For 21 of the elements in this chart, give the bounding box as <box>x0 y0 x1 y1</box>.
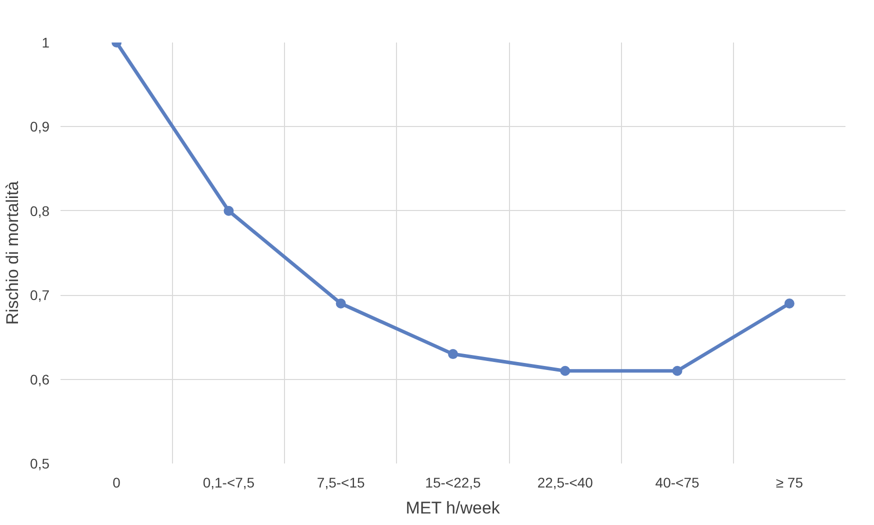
point <box>224 206 234 216</box>
y-tick-label: 0,9 <box>30 118 50 135</box>
x-tick-label: 0 <box>112 474 121 490</box>
x-tick-label: 15-<22,5 <box>425 474 482 490</box>
x-tick-label: 7,5-<15 <box>316 474 366 490</box>
point <box>672 366 682 376</box>
x-tick-label: 0,1-<7,5 <box>202 474 255 490</box>
point <box>336 298 346 309</box>
x-tick-label: 22,5-<40 <box>537 474 594 490</box>
x-tick-label: 40-<75 <box>655 474 700 490</box>
point <box>448 349 458 360</box>
y-tick-label: 1 <box>42 34 50 50</box>
y-tick-label: 0,8 <box>30 202 50 219</box>
x-tick-label: ≥ 75 <box>776 474 804 490</box>
y-tick-label: 0,5 <box>30 456 50 472</box>
y-tick-label: 0,6 <box>30 371 50 388</box>
point <box>560 366 570 376</box>
point <box>784 298 794 309</box>
y-tick-label: 0,7 <box>30 287 50 304</box>
x-axis-title: MET h/week <box>406 498 500 518</box>
y-axis-title: Rischio di mortalità <box>3 180 22 325</box>
